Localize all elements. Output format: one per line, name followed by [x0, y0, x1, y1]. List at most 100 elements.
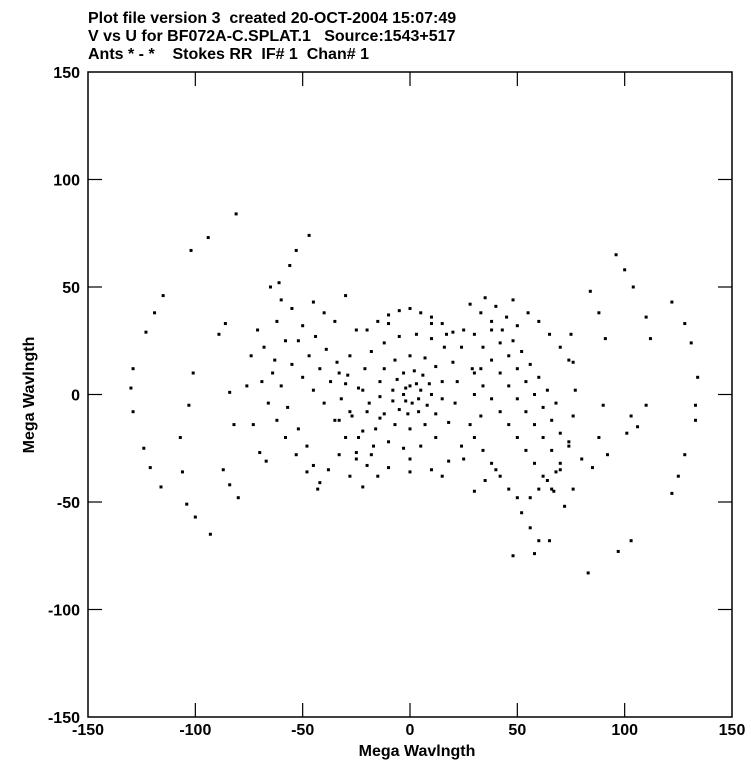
- uv-point: [625, 431, 629, 435]
- uv-point: [344, 436, 348, 439]
- uv-point: [273, 358, 277, 362]
- uv-point: [451, 360, 455, 364]
- uv-point: [541, 405, 545, 409]
- x-axis-title: Mega Wavlngth: [359, 743, 476, 760]
- uv-point: [689, 341, 693, 345]
- uv-point: [419, 311, 423, 315]
- x-tick-label: 0: [406, 722, 415, 739]
- uv-point: [395, 377, 399, 381]
- uv-point: [511, 298, 515, 302]
- plot-header: Plot file version 3 created 20-OCT-2004 …: [88, 10, 456, 64]
- uv-point: [354, 457, 358, 461]
- uv-point: [515, 496, 519, 500]
- uv-point: [393, 423, 397, 427]
- uv-point: [251, 423, 255, 427]
- uv-point: [597, 311, 601, 315]
- uv-point: [356, 386, 360, 390]
- uv-point: [442, 345, 446, 349]
- uv-point: [419, 444, 423, 448]
- uv-point: [498, 341, 502, 345]
- uv-point: [361, 485, 365, 489]
- uv-point: [344, 382, 348, 386]
- uv-point: [472, 371, 476, 375]
- uv-point: [440, 397, 444, 401]
- uv-point: [378, 416, 382, 420]
- uv-point: [567, 358, 571, 362]
- uv-point: [533, 461, 537, 465]
- uv-point: [490, 358, 494, 362]
- uv-point: [236, 496, 240, 500]
- uv-point: [365, 328, 369, 332]
- uv-point: [616, 549, 620, 553]
- y-tick-label: 50: [62, 280, 80, 297]
- uv-point: [541, 474, 545, 478]
- y-tick-label: 100: [53, 173, 80, 190]
- uv-point: [552, 489, 556, 493]
- uv-point: [393, 358, 397, 362]
- uv-point: [683, 453, 687, 457]
- uv-point: [434, 436, 438, 439]
- uv-point: [498, 371, 502, 375]
- uv-point: [545, 388, 549, 392]
- uv-point: [567, 440, 571, 444]
- uv-point: [311, 463, 315, 467]
- uv-point: [515, 397, 519, 401]
- uv-point: [455, 380, 459, 384]
- uv-point: [515, 324, 519, 328]
- uv-point: [185, 502, 189, 506]
- uv-point: [228, 390, 232, 394]
- uv-point: [490, 319, 494, 323]
- uv-point: [483, 479, 487, 482]
- uv-point: [533, 552, 537, 556]
- uv-point: [142, 446, 146, 450]
- uv-point: [344, 294, 348, 298]
- uv-point: [382, 367, 386, 371]
- uv-point: [314, 334, 318, 338]
- uv-point: [694, 418, 698, 422]
- uv-point: [548, 539, 552, 543]
- uv-point: [305, 470, 309, 474]
- uv-point: [221, 468, 225, 472]
- uv-point: [548, 332, 552, 336]
- uv-point: [294, 248, 298, 252]
- uv-point: [408, 470, 412, 474]
- uv-point: [234, 212, 238, 216]
- uv-point: [307, 354, 311, 358]
- uv-point: [404, 386, 408, 390]
- uv-point: [258, 451, 262, 455]
- uv-point: [279, 384, 283, 388]
- uv-point: [644, 403, 648, 407]
- uv-point: [406, 412, 410, 416]
- uv-point: [296, 427, 300, 431]
- uv-point: [290, 362, 294, 366]
- uv-point: [515, 367, 519, 371]
- uv-point: [515, 436, 519, 439]
- uv-point: [541, 436, 545, 439]
- uv-point: [311, 388, 315, 392]
- uv-point: [533, 423, 537, 427]
- uv-point: [462, 457, 466, 461]
- uv-point: [382, 341, 386, 345]
- uv-point: [507, 423, 511, 427]
- uv-point: [440, 380, 444, 384]
- uv-point: [376, 474, 380, 478]
- uv-point: [161, 294, 165, 298]
- uv-point: [363, 367, 367, 371]
- uv-point: [333, 418, 337, 422]
- uv-point: [348, 410, 352, 414]
- uv-point: [369, 453, 373, 457]
- plot-frame: [87, 71, 733, 718]
- uv-point: [451, 330, 455, 334]
- uv-point: [408, 457, 412, 461]
- uv-point: [354, 328, 358, 332]
- uv-point: [397, 408, 401, 412]
- uv-point: [670, 491, 674, 495]
- uv-point: [629, 539, 633, 543]
- uv-point: [178, 436, 182, 439]
- header-line-3: Ants * - * Stokes RR IF# 1 Chan# 1: [88, 46, 369, 63]
- uv-point: [412, 369, 416, 373]
- uv-point: [571, 487, 575, 491]
- uv-point: [271, 371, 275, 375]
- uv-point: [378, 380, 382, 384]
- uv-point: [217, 332, 221, 336]
